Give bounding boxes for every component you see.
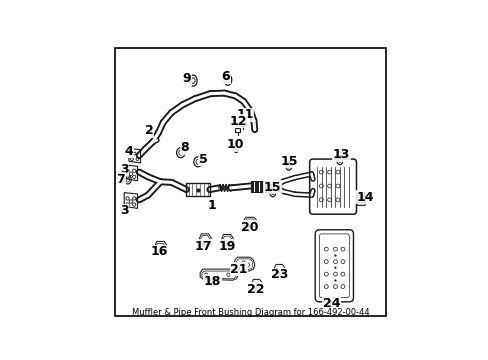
Text: 22: 22	[247, 283, 264, 296]
Text: 11: 11	[236, 108, 253, 121]
Text: 16: 16	[151, 245, 168, 258]
Text: 17: 17	[194, 240, 212, 253]
Bar	[240, 121, 245, 126]
Text: 15: 15	[280, 154, 297, 167]
Circle shape	[334, 255, 336, 256]
Text: 7: 7	[116, 173, 125, 186]
Text: 24: 24	[322, 297, 340, 310]
Circle shape	[334, 267, 336, 269]
Text: 12: 12	[229, 115, 246, 128]
Text: 2: 2	[145, 124, 154, 137]
Bar	[255, 181, 257, 192]
Text: 9: 9	[182, 72, 191, 85]
Bar	[250, 181, 252, 192]
Text: 13: 13	[332, 148, 349, 161]
Bar	[265, 181, 267, 192]
Text: 23: 23	[270, 268, 288, 281]
Bar	[235, 128, 240, 132]
Text: 10: 10	[226, 138, 244, 151]
Text: 8: 8	[180, 141, 188, 154]
Text: 4: 4	[124, 145, 133, 158]
Circle shape	[334, 280, 336, 281]
Bar	[186, 183, 209, 196]
Text: 14: 14	[355, 190, 373, 203]
Bar	[260, 181, 262, 192]
Text: 3: 3	[120, 163, 128, 176]
Text: Muffler & Pipe Front Bushing Diagram for 166-492-00-44: Muffler & Pipe Front Bushing Diagram for…	[132, 307, 368, 316]
Bar	[253, 181, 254, 192]
Text: 5: 5	[199, 153, 207, 166]
Text: 18: 18	[203, 275, 221, 288]
Text: 19: 19	[218, 240, 235, 253]
Text: 20: 20	[241, 221, 258, 234]
Text: 15: 15	[264, 181, 281, 194]
Text: 3: 3	[120, 204, 128, 217]
Bar	[263, 181, 264, 192]
Bar	[258, 181, 259, 192]
Text: 6: 6	[221, 70, 229, 83]
Text: 1: 1	[207, 199, 216, 212]
Text: 21: 21	[230, 262, 247, 276]
